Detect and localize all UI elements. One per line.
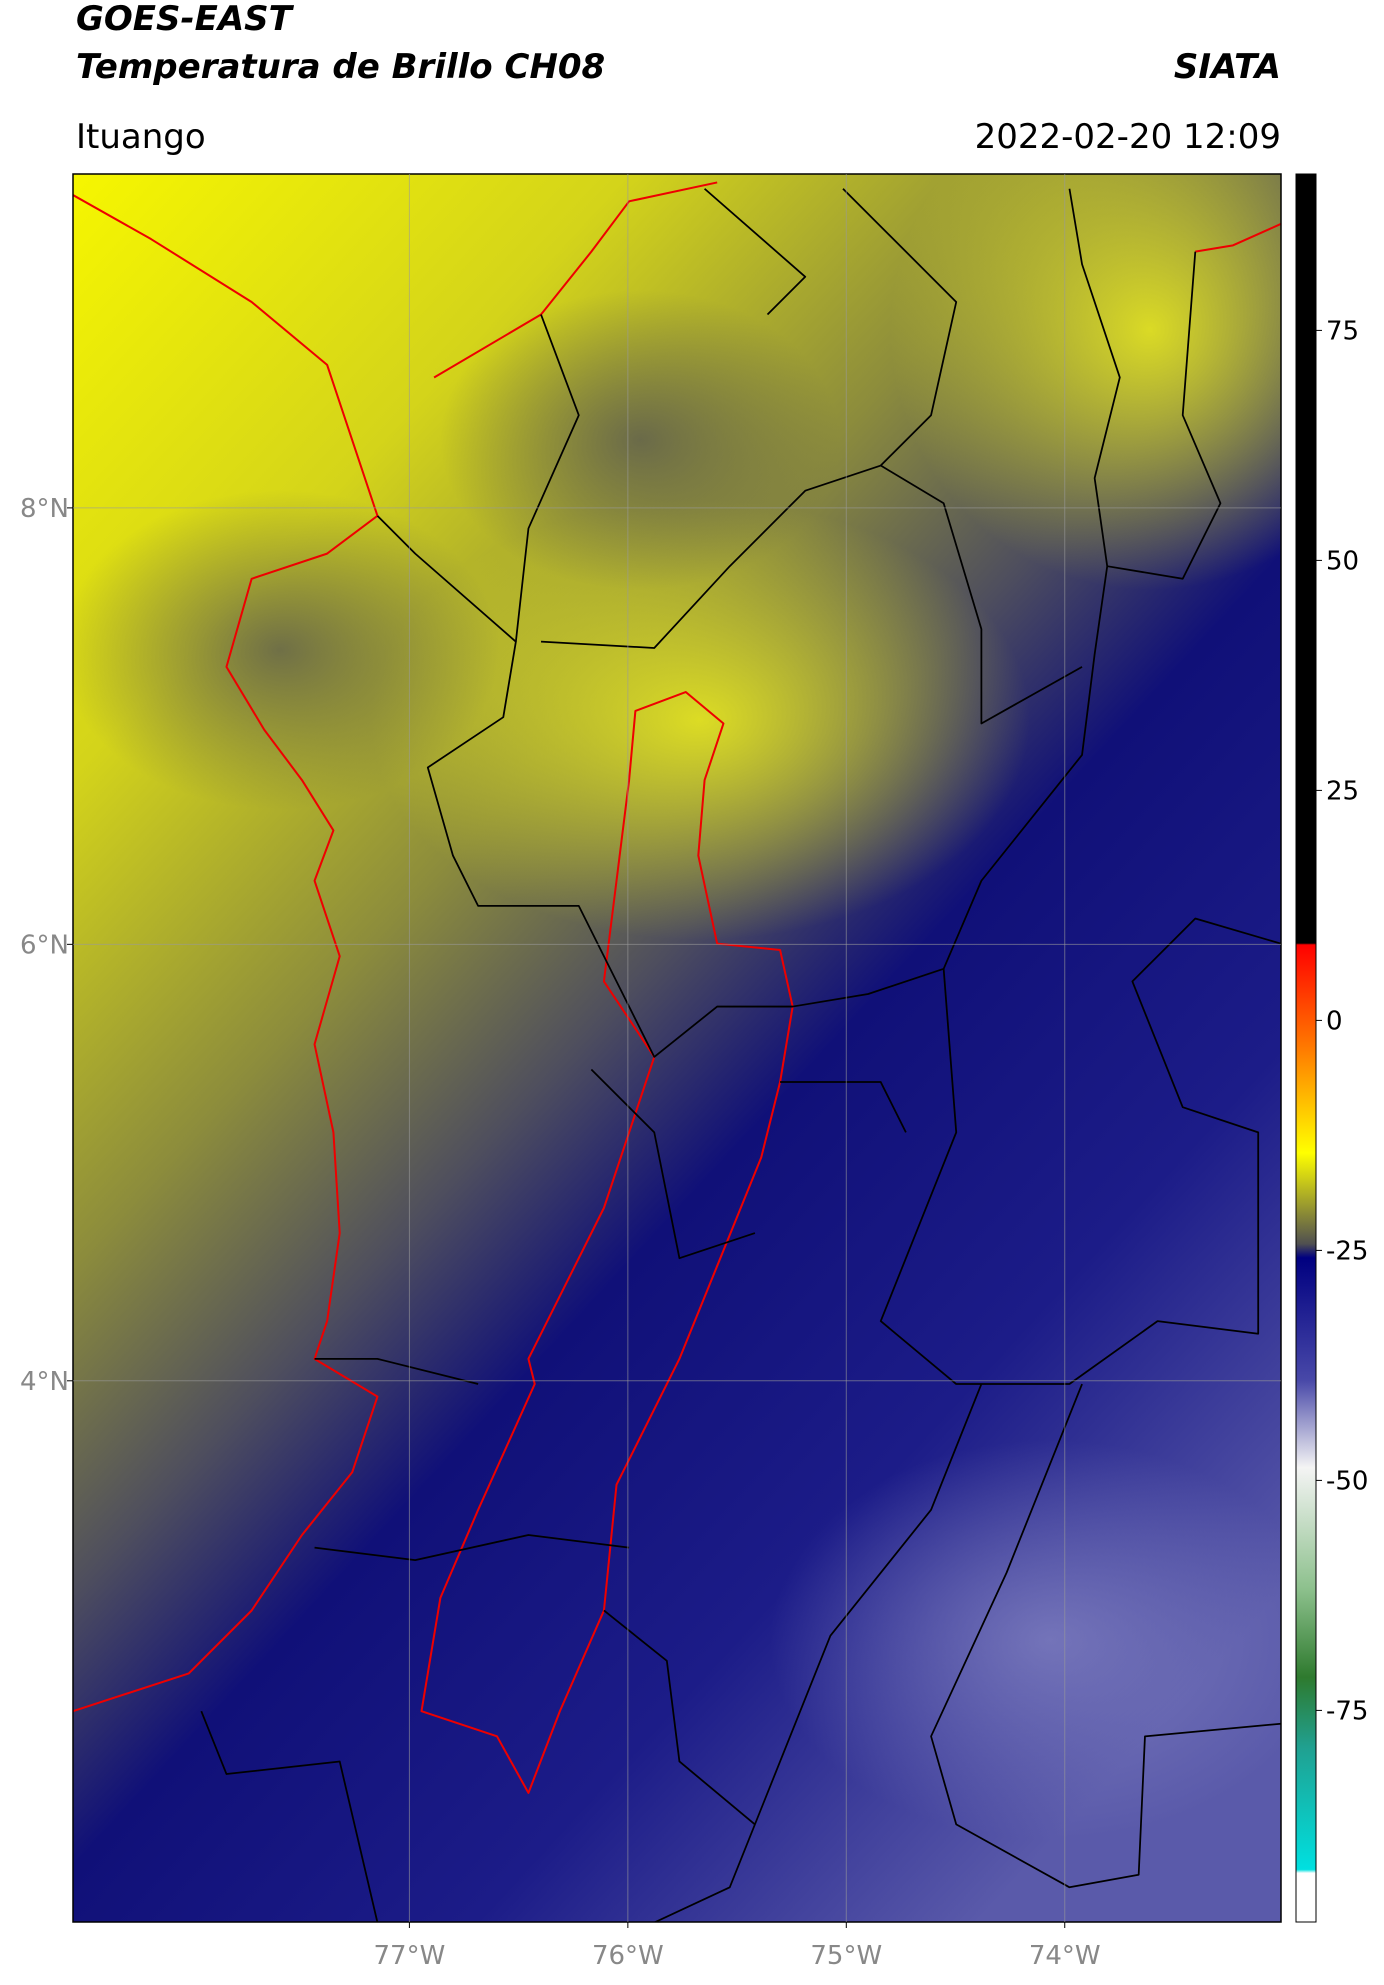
coastline — [433, 181, 718, 379]
y-tick-label: 8°N — [20, 494, 69, 524]
colorbar — [1295, 173, 1317, 1923]
cloud-field — [770, 1440, 1281, 1840]
title: GOES-EAST — [76, 0, 295, 39]
admin-borders — [200, 188, 1281, 1922]
coastline — [1195, 223, 1281, 253]
map-frame — [72, 173, 1282, 1923]
map — [73, 174, 1281, 1922]
y-tick-label: 6°N — [20, 930, 69, 960]
cloud-field — [370, 500, 1030, 940]
subtitle: Temperatura de Brillo CH08 — [76, 47, 605, 87]
colorbar-tick-label: -75 — [1326, 1696, 1368, 1726]
coastline — [73, 194, 379, 1713]
boundaries — [73, 181, 1281, 1922]
datetime: 2022-02-20 12:09 — [975, 117, 1281, 157]
cloud-field — [73, 490, 500, 810]
location: Ituango — [76, 117, 206, 157]
colorbar-tick-label: 75 — [1326, 316, 1359, 346]
y-tick-label: 4°N — [20, 1367, 69, 1397]
x-tick-label: 75°W — [810, 1941, 882, 1971]
colorbar-tick-label: -25 — [1326, 1236, 1368, 1266]
colorbar-tick-label: -50 — [1326, 1466, 1368, 1496]
brand: SIATA — [1174, 47, 1281, 87]
cloud-field — [890, 174, 1281, 590]
x-tick-label: 74°W — [1029, 1941, 1101, 1971]
cloud-field — [440, 290, 840, 590]
colorbar-tick-label: 25 — [1326, 776, 1359, 806]
colorbar-tick-label: 50 — [1326, 546, 1359, 576]
colorbar-tick-label: 0 — [1326, 1006, 1343, 1036]
x-tick-label: 76°W — [592, 1941, 664, 1971]
region-outline — [420, 691, 794, 1794]
x-tick-label: 77°W — [374, 1941, 446, 1971]
